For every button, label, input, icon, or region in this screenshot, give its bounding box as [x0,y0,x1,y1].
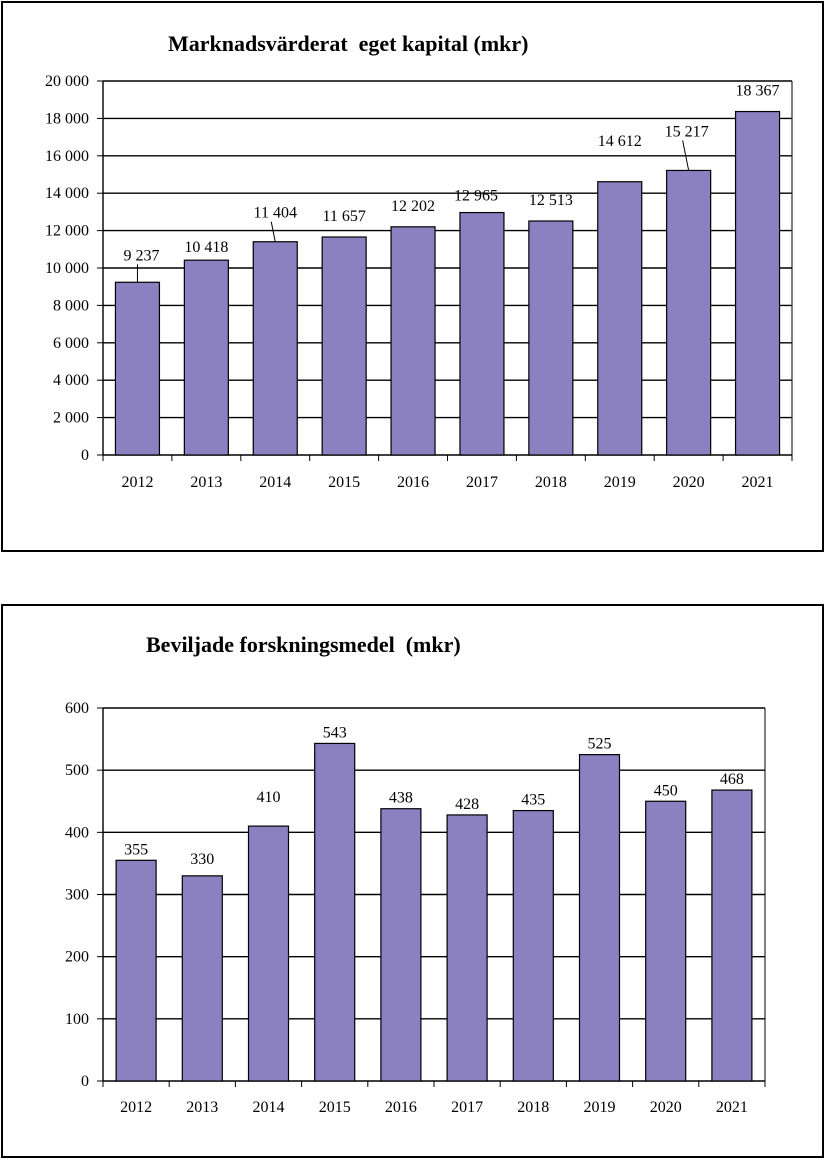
x-tick-label: 2015 [319,1099,351,1116]
data-label-2016: 12 202 [391,198,435,215]
y-tick-label: 300 [65,887,89,904]
y-tick-label: 12 000 [45,223,89,240]
y-tick-label: 400 [65,824,89,841]
y-tick-label: 6 000 [53,335,89,352]
bar-2020 [666,169,712,456]
x-tick-label: 2016 [397,474,429,491]
data-label-2018: 12 513 [529,192,573,209]
data-label-2020: 15 217 [665,123,709,140]
bar-2014 [252,241,298,456]
bar-2017 [459,211,505,456]
bar-2021 [734,110,781,456]
x-tick-label: 2019 [584,1099,616,1116]
x-tick-label: 2020 [673,474,705,491]
bar-2019 [597,181,643,456]
bar-2021 [711,789,753,1082]
bar-2017 [446,814,488,1082]
y-tick-label: 14 000 [45,185,89,202]
data-label-2015: 11 657 [322,208,365,225]
data-label-2016: 438 [389,790,413,807]
data-label-2019: 14 612 [598,133,642,150]
data-label-2021: 18 367 [736,83,780,100]
x-tick-label: 2017 [451,1099,483,1116]
x-tick-label: 2014 [259,474,291,491]
data-label-2013: 10 418 [184,239,228,256]
y-tick-label: 16 000 [45,148,89,165]
y-tick-label: 10 000 [45,260,89,277]
bar-2016 [380,808,422,1082]
data-label-2018: 435 [521,792,545,809]
bar-2012 [115,859,157,1082]
data-label-leader [270,221,276,242]
bar-2013 [181,875,223,1082]
y-tick-label: 18 000 [45,110,89,127]
data-label-2017: 428 [455,796,479,813]
bar-2019 [578,754,621,1082]
data-label-2014: 11 404 [254,205,297,222]
data-label-2014: 410 [257,789,281,806]
y-tick-label: 0 [81,1073,89,1090]
x-tick-label: 2021 [742,474,774,491]
data-label-2012: 355 [124,841,148,858]
x-tick-label: 2017 [466,474,498,491]
bar-2015 [314,742,356,1082]
data-label-2013: 330 [190,851,214,868]
x-tick-label: 2016 [385,1099,417,1116]
bar-2018 [512,809,554,1082]
bar-2012 [114,281,161,456]
data-label-leader [682,140,690,171]
x-tick-label: 2018 [535,474,567,491]
y-tick-label: 100 [65,1011,89,1028]
y-tick-label: 2 000 [53,410,89,427]
bar-2018 [528,220,574,456]
bar-2015 [321,236,367,456]
bar-2013 [183,259,229,456]
y-tick-label: 20 000 [45,73,89,90]
chart-title-research-grants: Beviljade forskningsmedel (mkr) [146,632,461,657]
data-label-2012: 9 237 [123,247,159,264]
bar-2020 [645,800,687,1082]
chart-title-equity: Marknadsvärderat eget kapital (mkr) [168,31,529,56]
bar-2016 [390,226,436,456]
x-tick-label: 2020 [650,1099,682,1116]
data-label-2015: 543 [323,724,347,741]
y-tick-label: 8 000 [53,297,89,314]
data-label-2019: 525 [588,736,612,753]
x-tick-label: 2015 [328,474,360,491]
x-tick-label: 2012 [121,474,153,491]
bar-2014 [247,825,290,1082]
x-tick-label: 2013 [190,474,222,491]
x-tick-label: 2021 [716,1099,748,1116]
data-label-2021: 468 [720,771,744,788]
x-tick-label: 2012 [120,1099,152,1116]
equity-bar-chart: 0 2 000 4 000 6 000 8 000 10 000 12 000 14 000 1… [45,73,793,491]
x-tick-label: 2018 [517,1099,549,1116]
data-label-2020: 450 [654,782,678,799]
research-grants-bar-chart: 0 100 200 300 400 500 600 2012 355 2013 330 2014 410… [65,700,766,1116]
data-label-2017: 12 965 [454,188,498,205]
y-tick-label: 500 [65,762,89,779]
y-tick-label: 0 [81,447,89,464]
x-tick-label: 2013 [186,1099,218,1116]
x-tick-label: 2014 [253,1099,285,1116]
y-tick-label: 200 [65,949,89,966]
y-tick-label: 600 [65,700,89,717]
x-tick-label: 2019 [604,474,636,491]
y-tick-label: 4 000 [53,372,89,389]
